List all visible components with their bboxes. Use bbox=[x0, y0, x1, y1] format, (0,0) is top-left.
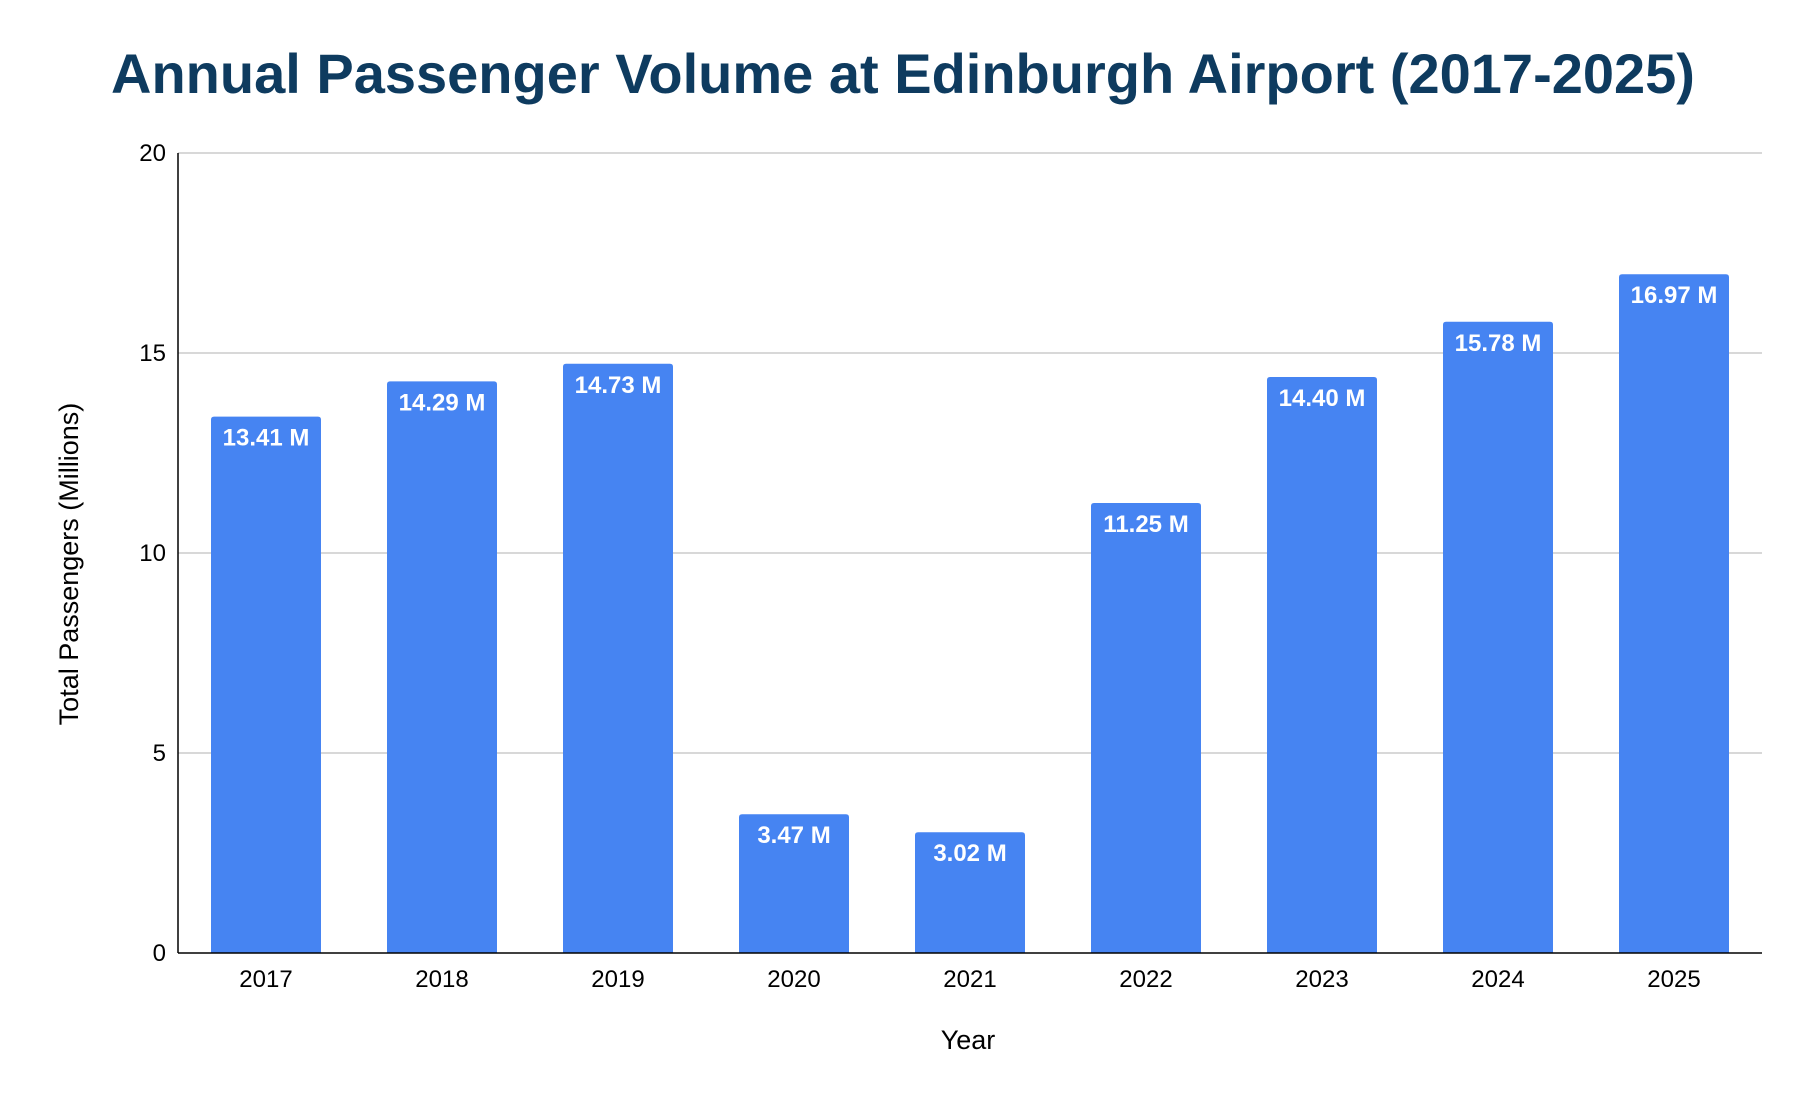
bar-2019 bbox=[563, 363, 673, 953]
bar-2025 bbox=[1619, 274, 1729, 953]
data-label-2020: 3.47 M bbox=[757, 822, 830, 849]
data-label-2023: 14.40 M bbox=[1279, 385, 1366, 412]
data-label-2021: 3.02 M bbox=[933, 840, 1006, 867]
data-label-2022: 11.25 M bbox=[1103, 511, 1188, 538]
x-tick-label: 2023 bbox=[1295, 966, 1348, 993]
x-tick-label: 2024 bbox=[1471, 966, 1524, 993]
data-label-2019: 14.73 M bbox=[575, 372, 662, 399]
bar-2023 bbox=[1267, 377, 1377, 953]
bar-2017 bbox=[211, 416, 321, 954]
data-labels: 13.41 M 14.29 M 14.73 M 3.47 M 3.02 M 11.25 M… bbox=[223, 282, 1718, 867]
x-tick-label: 2018 bbox=[415, 966, 468, 993]
bar-2021 bbox=[915, 832, 1025, 953]
y-axis-title: Total Passengers (Millions) bbox=[54, 403, 84, 726]
x-tick-label: 2025 bbox=[1647, 966, 1700, 993]
axes bbox=[177, 153, 1762, 954]
y-tick-label: 20 bbox=[139, 140, 166, 167]
y-tick-label: 10 bbox=[139, 540, 166, 567]
x-tick-label: 2021 bbox=[943, 966, 996, 993]
tick-labels: 0 5 10 15 20 2017 2018 2019 2020 2021 2022 2023 2024… bbox=[139, 140, 1700, 993]
bar-2024 bbox=[1443, 321, 1553, 953]
bar-2018 bbox=[387, 381, 497, 953]
data-label-2025: 16.97 M bbox=[1631, 282, 1718, 309]
data-label-2017: 13.41 M bbox=[223, 425, 310, 452]
data-label-2024: 15.78 M bbox=[1455, 330, 1542, 357]
data-label-2018: 14.29 M bbox=[399, 389, 486, 416]
y-tick-label: 0 bbox=[153, 940, 166, 967]
y-tick-label: 15 bbox=[139, 340, 166, 367]
x-tick-label: 2022 bbox=[1119, 966, 1172, 993]
bars bbox=[211, 274, 1729, 954]
bar-2022 bbox=[1091, 503, 1201, 953]
x-tick-label: 2017 bbox=[239, 966, 292, 993]
x-tick-label: 2020 bbox=[767, 966, 820, 993]
chart-title: Annual Passenger Volume at Edinburgh Air… bbox=[111, 42, 1695, 105]
x-tick-label: 2019 bbox=[591, 966, 644, 993]
bar-2020 bbox=[739, 814, 849, 953]
x-axis-title: Year bbox=[941, 1025, 996, 1055]
y-tick-label: 5 bbox=[153, 740, 166, 767]
